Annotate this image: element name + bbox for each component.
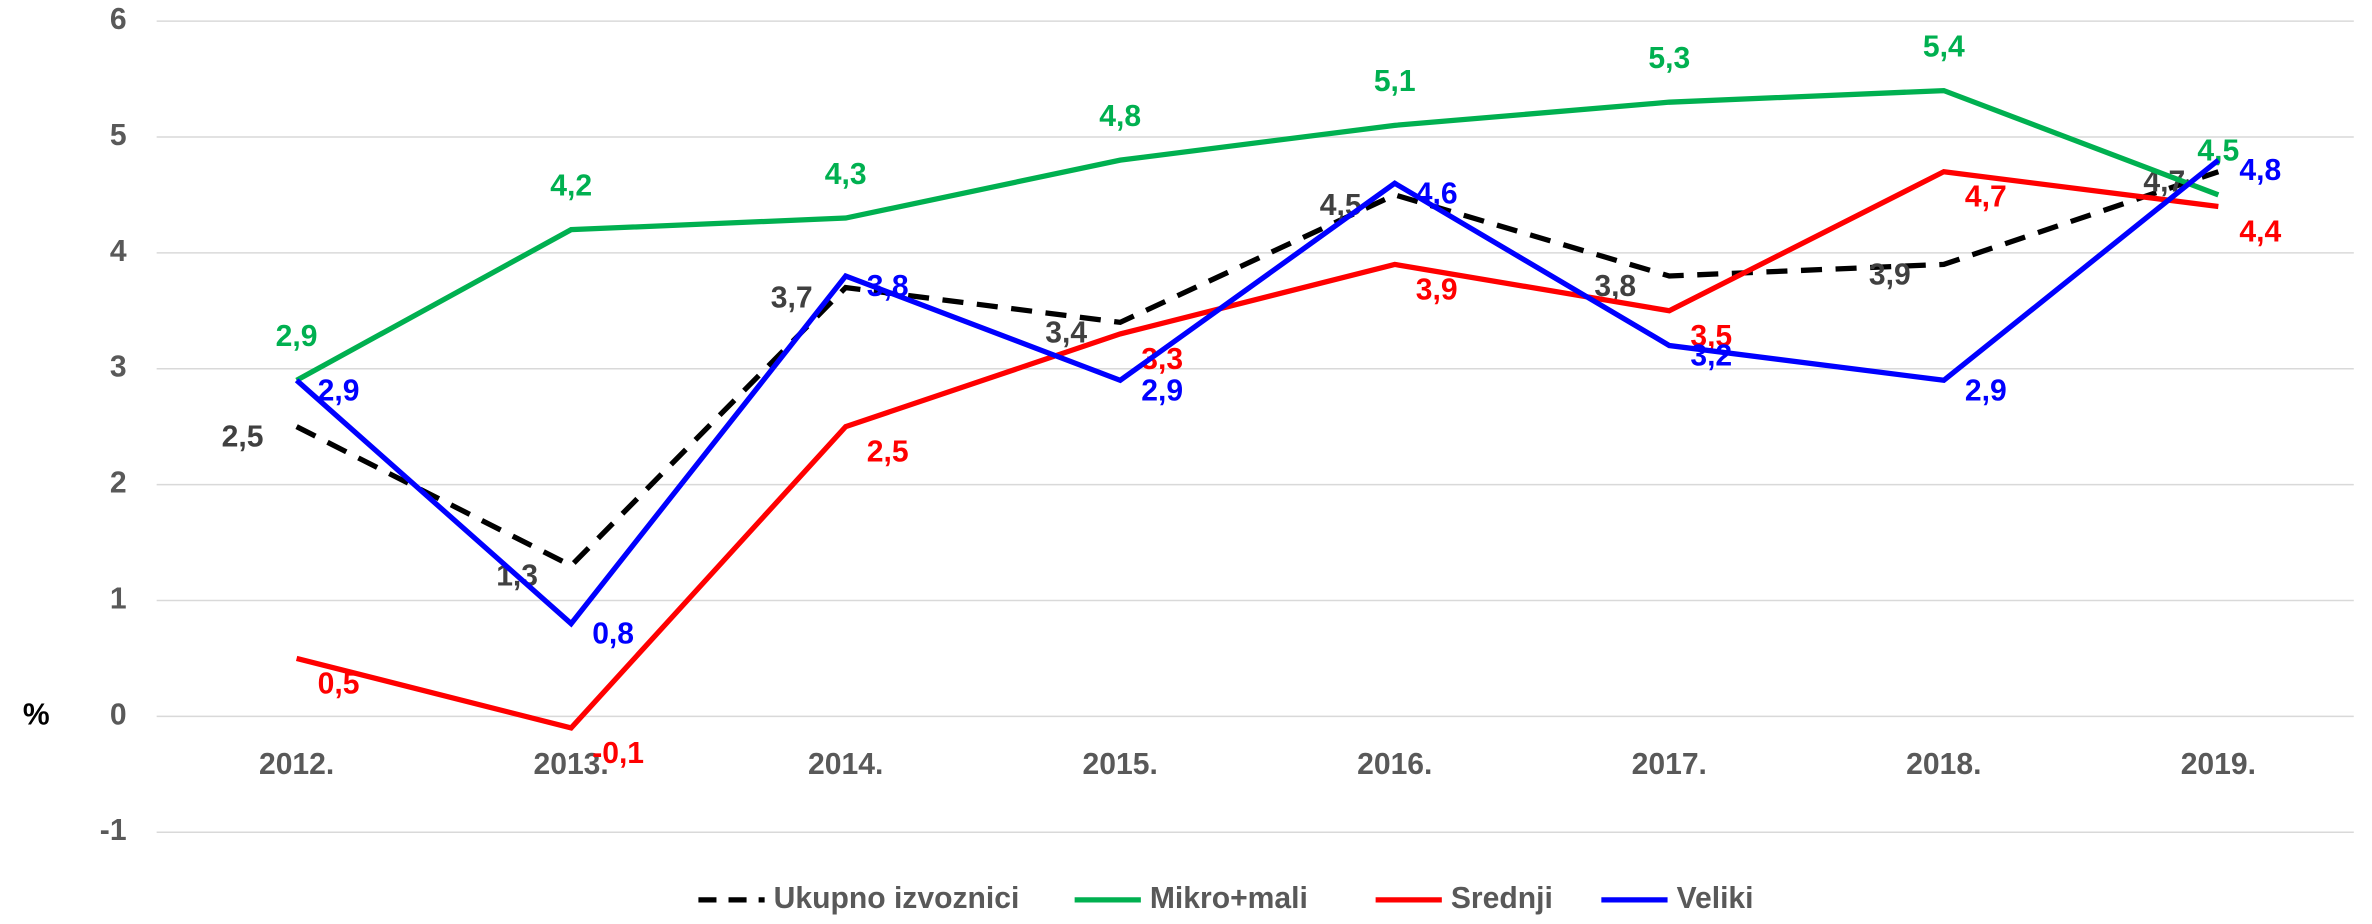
data-label: 3,8 bbox=[867, 270, 909, 303]
y-tick-label: 0 bbox=[110, 698, 127, 731]
y-tick-label: 5 bbox=[110, 119, 127, 152]
data-label: 4,4 bbox=[2239, 216, 2281, 249]
x-tick-label: 2016. bbox=[1357, 748, 1432, 781]
y-tick-label: 1 bbox=[110, 582, 127, 615]
series-line bbox=[295, 87, 2220, 383]
data-label: 3,4 bbox=[1045, 316, 1087, 349]
data-label: 4,8 bbox=[1099, 100, 1141, 133]
data-label: -0,1 bbox=[592, 737, 644, 770]
series-line bbox=[295, 168, 2219, 731]
x-tick-label: 2013. bbox=[534, 748, 609, 781]
legend-label: Mikro+mali bbox=[1150, 882, 1308, 915]
data-label: 4,5 bbox=[1320, 189, 1362, 222]
x-tick-label: 2014. bbox=[808, 748, 883, 781]
data-label: 4,7 bbox=[1965, 181, 2007, 214]
x-tick-label: 2017. bbox=[1632, 748, 1707, 781]
data-label: 5,3 bbox=[1648, 42, 1690, 75]
data-label: 0,8 bbox=[592, 618, 634, 651]
data-label: 5,1 bbox=[1374, 65, 1416, 98]
series-line bbox=[295, 169, 2220, 569]
data-label: 3,2 bbox=[1690, 340, 1732, 373]
y-tick-label: 3 bbox=[110, 351, 127, 384]
legend-label: Srednji bbox=[1451, 882, 1553, 915]
y-tick-label: 6 bbox=[110, 3, 127, 36]
y-tick-label: -1 bbox=[100, 814, 127, 847]
data-label: 3,9 bbox=[1869, 258, 1911, 291]
y-tick-label: 4 bbox=[110, 235, 127, 268]
data-label: 2,5 bbox=[222, 421, 264, 454]
data-label: 2,9 bbox=[318, 374, 360, 407]
data-label: 2,5 bbox=[867, 436, 909, 469]
data-label: 3,7 bbox=[771, 282, 813, 315]
x-tick-label: 2019. bbox=[2181, 748, 2256, 781]
data-label: 4,2 bbox=[550, 169, 592, 202]
data-label: 4,6 bbox=[1416, 177, 1458, 210]
data-label: 4,8 bbox=[2239, 154, 2281, 187]
data-label: 4,3 bbox=[825, 158, 867, 191]
data-label: 2,9 bbox=[1141, 374, 1183, 407]
y-axis-label: % bbox=[23, 698, 50, 731]
legend-label: Veliki bbox=[1677, 882, 1754, 915]
data-label: 5,4 bbox=[1923, 30, 1965, 63]
x-tick-label: 2012. bbox=[259, 748, 334, 781]
series-line bbox=[294, 158, 2220, 628]
x-tick-label: 2018. bbox=[1906, 748, 1981, 781]
x-tick-label: 2015. bbox=[1083, 748, 1158, 781]
legend-label: Ukupno izvoznici bbox=[774, 882, 1020, 915]
data-label: 2,9 bbox=[1965, 374, 2007, 407]
data-label: 3,9 bbox=[1416, 273, 1458, 306]
data-label: 0,5 bbox=[318, 667, 360, 700]
y-tick-label: 2 bbox=[110, 467, 127, 500]
data-label: 2,9 bbox=[276, 320, 318, 353]
